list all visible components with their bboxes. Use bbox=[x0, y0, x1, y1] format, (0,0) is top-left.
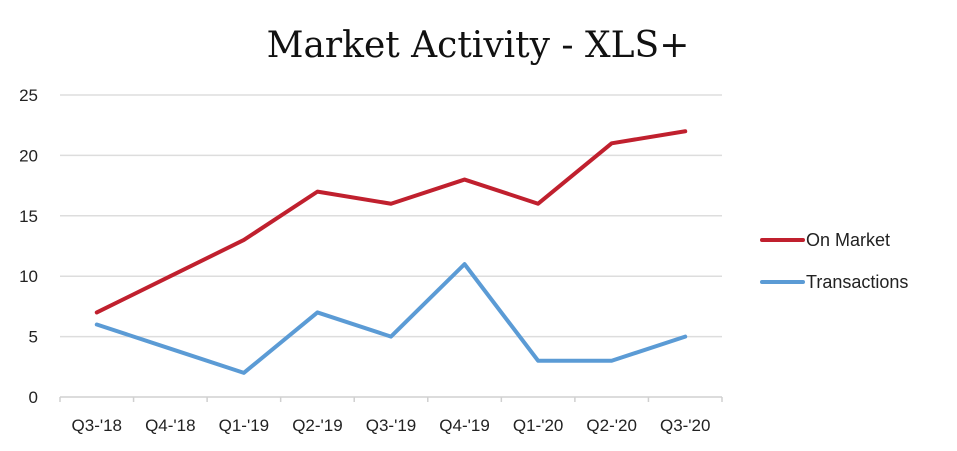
x-tick-label: Q2-'19 bbox=[292, 416, 343, 435]
x-axis-ticks: Q3-'18 Q4-'18 Q1-'19 Q2-'19 Q3-'19 Q4-'19 Q1-'… bbox=[59, 397, 723, 435]
legend-label: On Market bbox=[806, 230, 890, 250]
legend-label: Transactions bbox=[806, 272, 908, 292]
x-tick-label: Q3-'20 bbox=[660, 416, 711, 435]
chart-title: Market Activity - XLS+ bbox=[267, 25, 690, 66]
y-tick-label: 10 bbox=[19, 267, 38, 286]
series-lines bbox=[94, 129, 688, 375]
x-tick-label: Q4-'19 bbox=[439, 416, 490, 435]
series-line-transactions bbox=[94, 262, 688, 375]
x-tick-label: Q1-'19 bbox=[219, 416, 270, 435]
x-tick-label: Q2-'20 bbox=[586, 416, 637, 435]
series-line-on-market bbox=[94, 129, 688, 315]
y-tick-label: 0 bbox=[29, 388, 38, 407]
x-tick-label: Q4-'18 bbox=[145, 416, 196, 435]
x-tick-label: Q3-'18 bbox=[72, 416, 123, 435]
y-tick-label: 15 bbox=[19, 207, 38, 226]
y-axis-ticks: 0 5 10 15 20 25 bbox=[19, 86, 38, 407]
legend: On Market Transactions bbox=[760, 230, 908, 292]
y-tick-label: 5 bbox=[29, 328, 38, 347]
y-tick-label: 20 bbox=[19, 146, 38, 165]
y-tick-label: 25 bbox=[19, 86, 38, 105]
x-tick-label: Q3-'19 bbox=[366, 416, 417, 435]
x-tick-label: Q1-'20 bbox=[513, 416, 564, 435]
